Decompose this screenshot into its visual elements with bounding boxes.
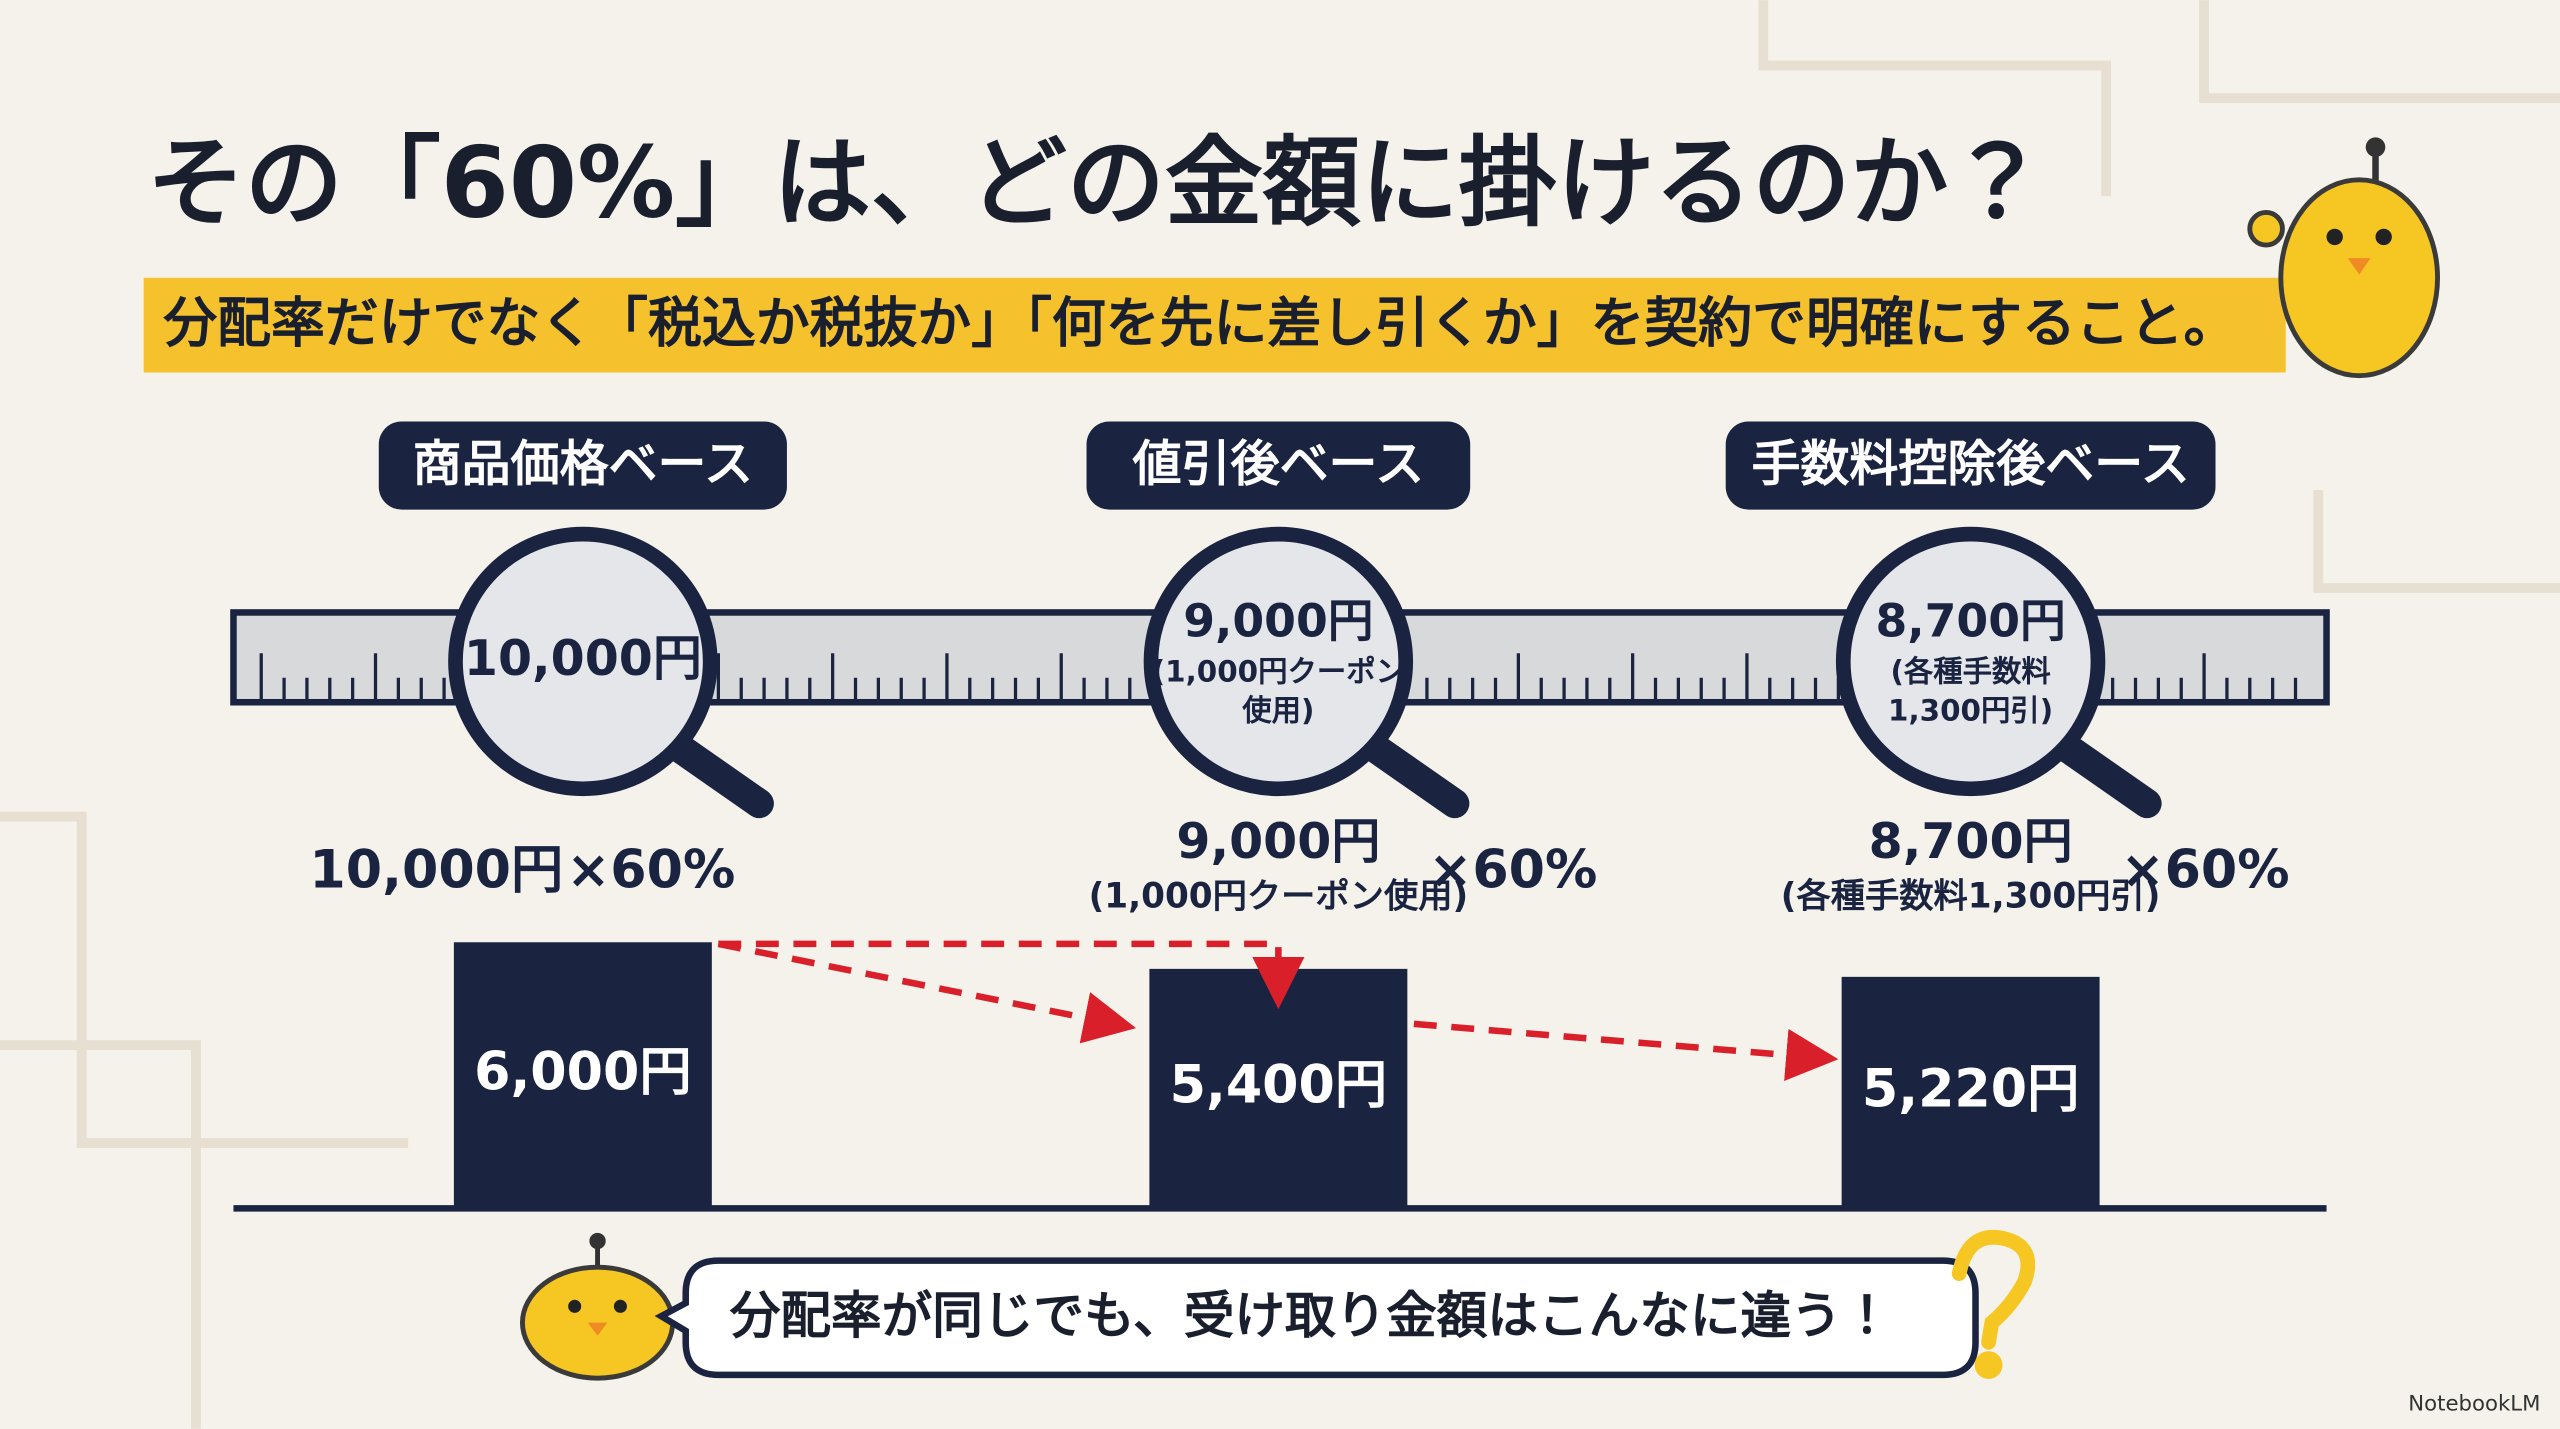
lens-handle	[2045, 728, 2162, 819]
lens-amount: 10,000円	[464, 630, 702, 687]
mascot	[2247, 137, 2440, 379]
bar	[453, 942, 712, 1209]
lens	[1143, 526, 1414, 797]
formula-amount: 8,700円	[1869, 813, 2073, 870]
formula-note: (各種手数料1,300円引)	[1781, 877, 2161, 917]
bar-label: 5,400円	[1170, 1056, 1387, 1116]
lens-amount: 8,700円	[1875, 594, 2065, 647]
subtitle: 分配率だけでなく「税込か税抜か」「何を先に差し引くか」を契約で明確にすること。	[162, 291, 2237, 354]
formula-amount: 10,000円	[309, 841, 563, 901]
bar-label: 5,220円	[1862, 1060, 2079, 1120]
speech-bubble	[654, 1257, 1979, 1379]
question-icon	[1951, 1229, 2036, 1379]
column-label: 値引後ベース	[1132, 436, 1424, 493]
lens-amount: 9,000円	[1183, 594, 1373, 647]
formula-multiplier: ×60%	[567, 841, 736, 901]
arrows	[717, 940, 1839, 1081]
lens-handle	[1353, 728, 1470, 819]
lens-note: (1,000円クーポン	[1152, 654, 1405, 688]
bar	[1841, 976, 2100, 1209]
bar-label: 6,000円	[474, 1042, 691, 1102]
formula-multiplier: ×60%	[1429, 841, 1598, 901]
lens	[1835, 526, 2106, 797]
formula-amount: 9,000円	[1176, 813, 1380, 870]
column-label: 手数料控除後ベース	[1751, 436, 2189, 493]
lens-handle	[657, 728, 774, 819]
label-pill	[1725, 421, 2216, 510]
subtitle-band	[143, 277, 2286, 373]
column-label: 商品価格ベース	[413, 436, 753, 493]
lens	[448, 526, 718, 797]
lens-note: 1,300円引)	[1888, 694, 2053, 728]
label-pill	[1086, 421, 1471, 510]
lens-note: 使用)	[1241, 694, 1314, 728]
label-pill	[378, 421, 787, 510]
watermark: NotebookLM	[2408, 1391, 2540, 1416]
callout: 分配率が同じでも、受け取り金額はこんなに違う！	[729, 1286, 1892, 1345]
formula-note: (1,000円クーポン使用)	[1089, 877, 1469, 917]
title: その「60%」は、どの金額に掛けるのか？	[147, 126, 2046, 240]
formula-multiplier: ×60%	[2121, 841, 2290, 901]
lens-note: (各種手数料	[1890, 654, 2050, 688]
